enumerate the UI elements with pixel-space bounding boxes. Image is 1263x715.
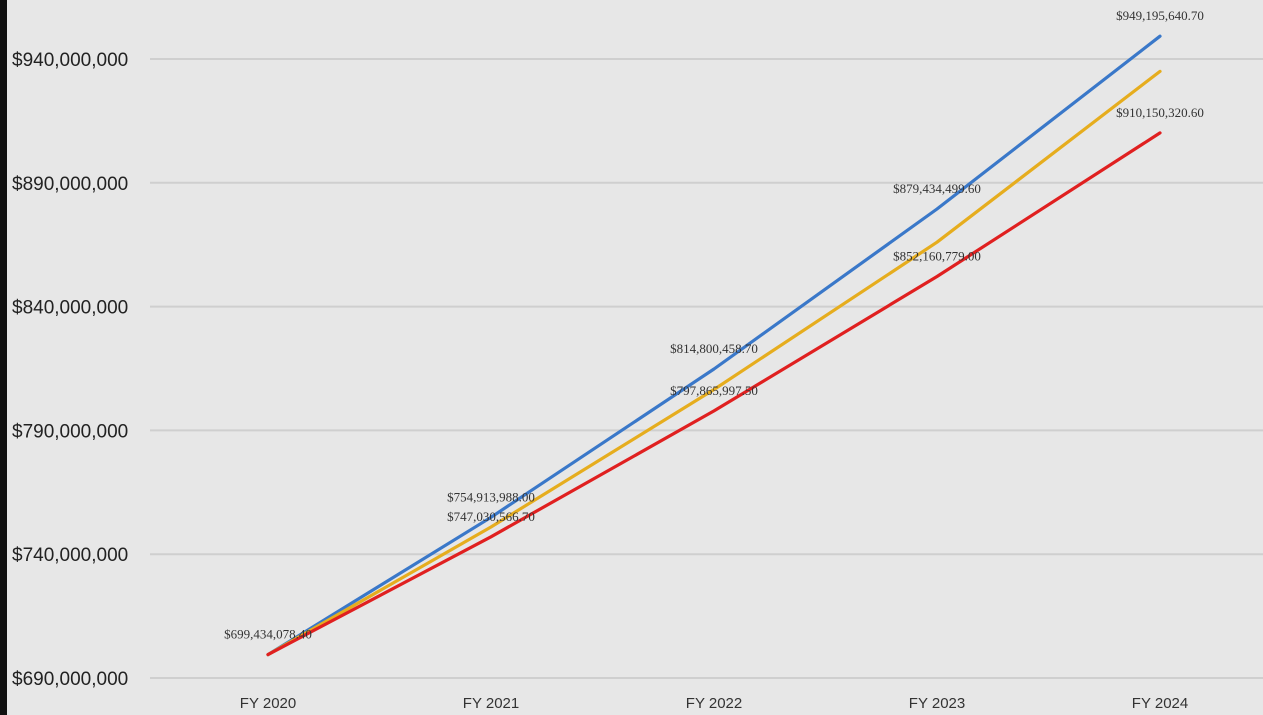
x-tick-label: FY 2021 <box>463 695 519 712</box>
data-label: $814,800,458.70 <box>670 341 758 356</box>
series-line <box>266 131 1162 657</box>
gridlines <box>150 58 1263 679</box>
data-label: $747,030,566.70 <box>447 509 535 524</box>
data-label: $699,434,078.40 <box>224 627 312 642</box>
x-axis-tick-labels: FY 2020 FY 2021 FY 2022 FY 2023 FY 2024 <box>240 695 1188 712</box>
data-label: $879,434,499.60 <box>893 181 981 196</box>
data-label: $949,195,640.70 <box>1116 8 1204 23</box>
y-tick-label: $840,000,000 <box>12 298 128 319</box>
data-label: $852,160,779.00 <box>893 248 981 263</box>
series-line <box>266 69 1162 657</box>
data-label: $797,865,997.50 <box>670 383 758 398</box>
data-label: $754,913,988.00 <box>447 489 535 504</box>
y-tick-label: $790,000,000 <box>12 421 128 442</box>
series-line <box>266 34 1162 657</box>
x-tick-label: FY 2022 <box>686 695 742 712</box>
series-lines <box>266 34 1162 657</box>
x-tick-label: FY 2024 <box>1132 695 1188 712</box>
left-edge-bar <box>0 0 7 715</box>
y-tick-label: $940,000,000 <box>12 50 128 71</box>
y-tick-label: $890,000,000 <box>12 174 128 195</box>
x-tick-label: FY 2020 <box>240 695 296 712</box>
y-tick-label: $690,000,000 <box>12 669 128 690</box>
y-axis-tick-labels: $690,000,000 $740,000,000 $790,000,000 $840… <box>12 50 128 690</box>
data-labels: $699,434,078.40 $754,913,988.00 $747,030,5… <box>224 8 1204 641</box>
x-tick-label: FY 2023 <box>909 695 965 712</box>
data-label: $910,150,320.60 <box>1116 105 1204 120</box>
y-tick-label: $740,000,000 <box>12 545 128 566</box>
